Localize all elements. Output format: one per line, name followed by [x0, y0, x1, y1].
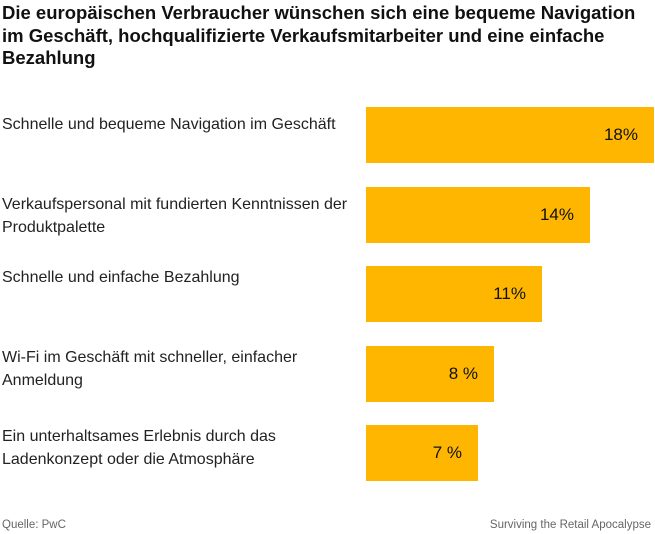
bar: 18%	[366, 107, 654, 163]
value-label: 14%	[539, 204, 574, 224]
value-label: 11%	[493, 284, 526, 303]
value-label: 18%	[603, 125, 638, 144]
value-label: 7 %	[432, 443, 462, 462]
bar: 11%	[366, 266, 542, 322]
bar-row: Schnelle und bequeme Navigation im Gesch…	[0, 107, 655, 163]
bar-row: Ein unterhaltsames Erlebnis durch das La…	[0, 425, 655, 481]
bar-row: Wi-Fi im Geschäft mit schneller, einfach…	[0, 345, 655, 402]
category-label: Schnelle und bequeme Navigation im Gesch…	[2, 116, 336, 133]
category-label: Wi-Fi im Geschäft mit schneller, einfach…	[2, 348, 298, 389]
category-label: Verkaufspersonal mit fundierten Kenntnis…	[2, 195, 348, 236]
bar-row: Verkaufspersonal mit fundierten Kenntnis…	[0, 186, 655, 243]
bar: 7 %	[366, 425, 478, 481]
bar: 14%	[366, 186, 590, 243]
chart-title: Die europäischen Verbraucher wünschen si…	[2, 2, 636, 68]
bar: 8 %	[366, 345, 494, 402]
category-label: Schnelle und einfache Bezahlung	[2, 269, 240, 286]
brand-label: Surviving the Retail Apocalypse	[489, 519, 651, 531]
value-label: 8 %	[448, 363, 478, 383]
source-note: Quelle: PwC	[2, 519, 66, 531]
bar-row: Schnelle und einfache Bezahlung 11%	[0, 266, 655, 322]
category-label: Ein unterhaltsames Erlebnis durch das La…	[2, 428, 276, 468]
